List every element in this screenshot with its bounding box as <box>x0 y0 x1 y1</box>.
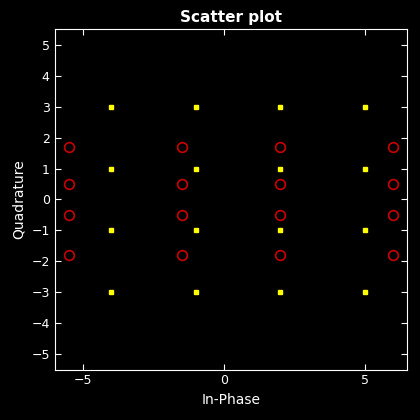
Channel 1 <box>179 144 184 150</box>
Channel 1 <box>66 144 71 150</box>
Line: Channel 1: Channel 1 <box>64 142 398 260</box>
Channel 1 <box>391 213 396 218</box>
Channel 1 <box>278 144 283 150</box>
Channel 1 <box>278 253 283 258</box>
X-axis label: In-Phase: In-Phase <box>202 393 260 407</box>
Title: Scatter plot: Scatter plot <box>180 10 282 26</box>
Channel 1 <box>66 253 71 258</box>
Channel 1 <box>391 253 396 258</box>
Channel 1 <box>66 213 71 218</box>
Channel 1 <box>391 181 396 186</box>
Channel 1 <box>278 181 283 186</box>
Channel 1 <box>179 181 184 186</box>
Channel 1 <box>179 213 184 218</box>
Channel 1 <box>179 253 184 258</box>
Channel 1 <box>391 144 396 150</box>
Y-axis label: Quadrature: Quadrature <box>12 160 26 239</box>
Channel 1 <box>278 213 283 218</box>
Channel 1 <box>66 181 71 186</box>
